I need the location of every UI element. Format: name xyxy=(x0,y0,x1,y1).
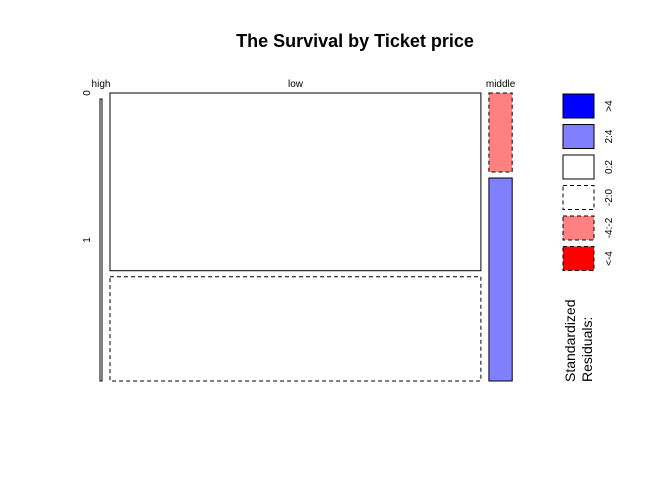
row-label-1: 1 xyxy=(82,237,93,243)
legend-label-1: 2:4 xyxy=(604,129,615,143)
mosaic-cell-low-1 xyxy=(109,276,482,382)
legend-swatch-3 xyxy=(562,185,595,210)
residual-legend: >4 2:4 0:2 -2:0 -4:-2 <-4 Standardized Residual… xyxy=(562,93,615,382)
mosaic-cell-low-0 xyxy=(109,92,482,272)
legend-swatch-0 xyxy=(562,93,595,119)
mosaic-cell-middle-1 xyxy=(488,177,513,382)
column-label-low: low xyxy=(288,79,304,90)
column-label-high: high xyxy=(92,79,111,90)
row-label-0: 0 xyxy=(82,90,93,96)
legend-swatch-2 xyxy=(562,154,595,180)
column-label-middle: middle xyxy=(486,79,516,90)
chart-title: The Survival by Ticket price xyxy=(236,31,474,51)
mosaic-cell-middle-0 xyxy=(488,92,513,173)
legend-label-3: -2:0 xyxy=(604,188,615,206)
legend-label-0: >4 xyxy=(604,100,615,112)
legend-label-5: <-4 xyxy=(604,251,615,266)
legend-swatch-4 xyxy=(562,215,595,241)
column-labels: high low middle xyxy=(92,79,516,90)
legend-title-line-1: Residuals: xyxy=(579,317,595,382)
legend-label-2: 0:2 xyxy=(604,160,615,174)
legend-title-line-0: Standardized xyxy=(562,299,578,382)
row-labels: 01 xyxy=(82,90,93,243)
mosaic-cells xyxy=(99,92,513,382)
legend-swatch-1 xyxy=(562,124,595,149)
legend-label-4: -4:-2 xyxy=(604,217,615,238)
mosaic-cell-high-1 xyxy=(99,98,103,382)
legend-swatch-5 xyxy=(562,246,595,271)
